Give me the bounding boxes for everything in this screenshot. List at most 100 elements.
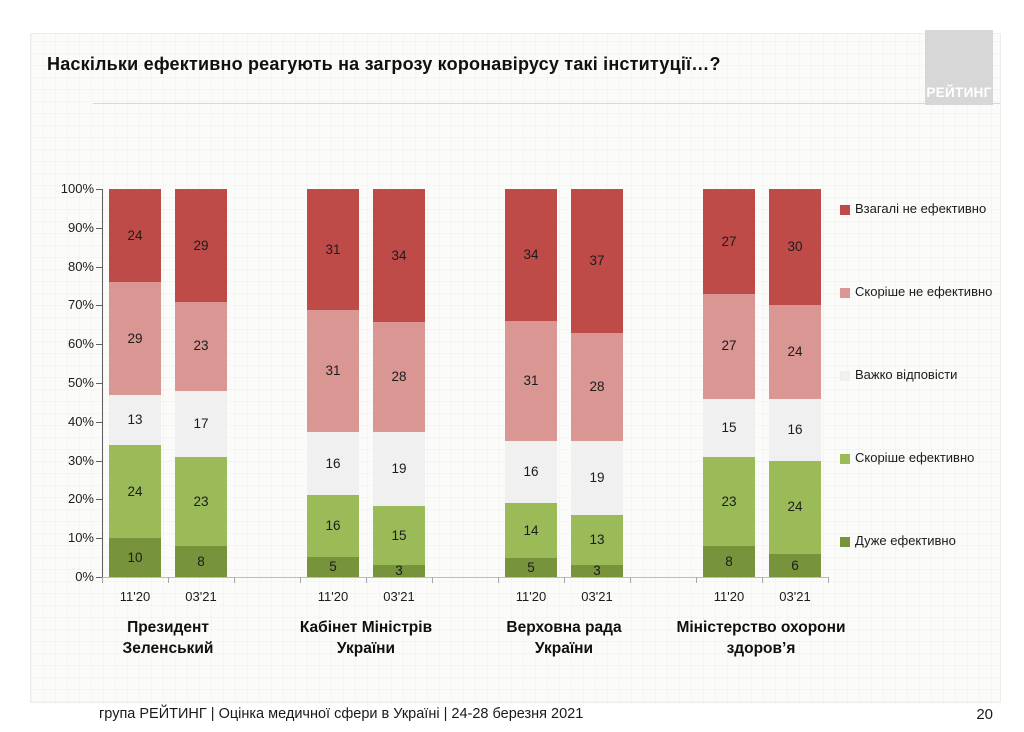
legend-swatch — [840, 454, 850, 464]
bar-value-label: 3 — [395, 563, 403, 579]
bar-value-label: 34 — [391, 247, 407, 263]
bar-segment: 5 — [505, 557, 557, 577]
bar-segment: 10 — [109, 538, 161, 577]
bar-value-label: 15 — [721, 419, 737, 435]
bar-value-label: 19 — [391, 461, 407, 477]
bar-segment: 24 — [769, 305, 821, 399]
bar-value-label: 34 — [523, 247, 539, 263]
bar-segment: 31 — [505, 320, 557, 442]
bar-segment: 27 — [703, 189, 755, 294]
y-axis-tick — [96, 344, 102, 345]
bar-value-label: 5 — [527, 559, 535, 575]
legend-swatch — [840, 205, 850, 215]
bar-value-label: 15 — [391, 528, 407, 544]
group-label-line: здоров’я — [726, 640, 796, 657]
legend-swatch — [840, 288, 850, 298]
y-axis-tick — [96, 538, 102, 539]
y-axis-tick — [96, 305, 102, 306]
x-tick-label-period: 11'20 — [317, 589, 349, 604]
y-axis-tick-label: 0% — [75, 569, 94, 584]
rating-group-logo: РЕЙТИНГ — [925, 30, 993, 105]
bar-segment: 24 — [109, 189, 161, 283]
bar-segment: 31 — [307, 189, 359, 311]
bar-segment: 16 — [307, 494, 359, 558]
bar-segment: 17 — [175, 390, 227, 457]
legend-label: Дуже ефективно — [855, 533, 956, 548]
group-label-line: України — [336, 640, 396, 657]
bar-value-label: 8 — [725, 553, 733, 569]
y-axis-tick — [96, 267, 102, 268]
bar-value-label: 10 — [127, 549, 143, 565]
x-tick-label-period: 11'20 — [713, 589, 745, 604]
x-axis-tick — [696, 577, 697, 583]
y-axis-tick-label: 60% — [67, 336, 94, 351]
x-axis-tick — [564, 577, 565, 583]
y-axis-tick — [96, 383, 102, 384]
bar-value-label: 6 — [791, 557, 799, 573]
bar-segment: 16 — [769, 398, 821, 461]
bar-value-label: 16 — [787, 421, 803, 437]
bar-segment: 8 — [703, 545, 755, 577]
bar-segment: 19 — [571, 441, 623, 515]
bar-segment: 37 — [571, 189, 623, 333]
bar-value-label: 8 — [197, 553, 205, 569]
bar-value-label: 24 — [787, 499, 803, 515]
page-number: 20 — [976, 706, 993, 723]
legend-label: Скоріше не ефективно — [855, 284, 993, 299]
group-label-line: України — [534, 640, 594, 657]
bar-segment: 23 — [175, 456, 227, 546]
bar-segment: 5 — [307, 557, 359, 577]
x-axis-tick — [498, 577, 499, 583]
bar-segment: 14 — [505, 503, 557, 558]
bar-value-label: 17 — [193, 415, 209, 431]
y-axis-tick-label: 50% — [67, 375, 94, 390]
bar-segment: 23 — [175, 301, 227, 391]
x-axis-tick — [300, 577, 301, 583]
bar-value-label: 16 — [523, 464, 539, 480]
rating-logo-text: РЕЙТИНГ — [926, 85, 992, 100]
legend-label: Важко відповісти — [855, 367, 958, 382]
bar-value-label: 16 — [325, 455, 341, 471]
bar-value-label: 24 — [127, 483, 143, 499]
y-axis-tick — [96, 422, 102, 423]
bar-value-label: 13 — [589, 532, 605, 548]
bar-value-label: 13 — [127, 412, 143, 428]
x-tick-label-period: 03'21 — [779, 589, 811, 604]
x-axis-tick — [234, 577, 235, 583]
bar-value-label: 29 — [127, 330, 143, 346]
bar-value-label: 24 — [127, 227, 143, 243]
bar-segment: 30 — [769, 189, 821, 306]
bar-segment: 15 — [703, 398, 755, 457]
x-tick-label-period: 11'20 — [515, 589, 547, 604]
slide-title: Наскільки ефективно реагують на загрозу … — [47, 54, 721, 74]
bar-value-label: 37 — [589, 253, 605, 269]
bar-value-label: 3 — [593, 563, 601, 579]
bar-segment: 3 — [571, 563, 623, 579]
x-tick-label-period: 03'21 — [185, 589, 217, 604]
bar-value-label: 23 — [193, 493, 209, 509]
bar-value-label: 28 — [589, 379, 605, 395]
bar-value-label: 16 — [325, 518, 341, 534]
x-axis-tick — [168, 577, 169, 583]
group-label-line: Кабінет Міністрів — [299, 619, 433, 636]
bar-segment: 3 — [373, 563, 425, 579]
bar-segment: 19 — [373, 431, 425, 507]
bar-segment: 29 — [175, 189, 227, 302]
bar-value-label: 27 — [721, 233, 737, 249]
group-label-line: Міністерство охорони — [676, 619, 846, 636]
legend-swatch — [840, 371, 850, 381]
x-tick-label-period: 03'21 — [581, 589, 613, 604]
bar-segment: 16 — [307, 431, 359, 495]
x-axis-tick — [762, 577, 763, 583]
bar-value-label: 27 — [721, 338, 737, 354]
bar-segment: 13 — [571, 514, 623, 566]
bar-segment: 6 — [769, 553, 821, 577]
footer-caption: група РЕЙТИНГ | Оцінка медичної сфери в … — [99, 706, 584, 722]
bar-segment: 16 — [505, 441, 557, 504]
y-axis-tick — [96, 228, 102, 229]
group-label: Міністерство охорони здоров’я — [646, 617, 876, 659]
x-axis-tick — [828, 577, 829, 583]
bar-value-label: 23 — [721, 493, 737, 509]
group-label: Кабінет Міністрів України — [251, 617, 481, 659]
group-label-line: Верховна рада — [506, 619, 622, 636]
